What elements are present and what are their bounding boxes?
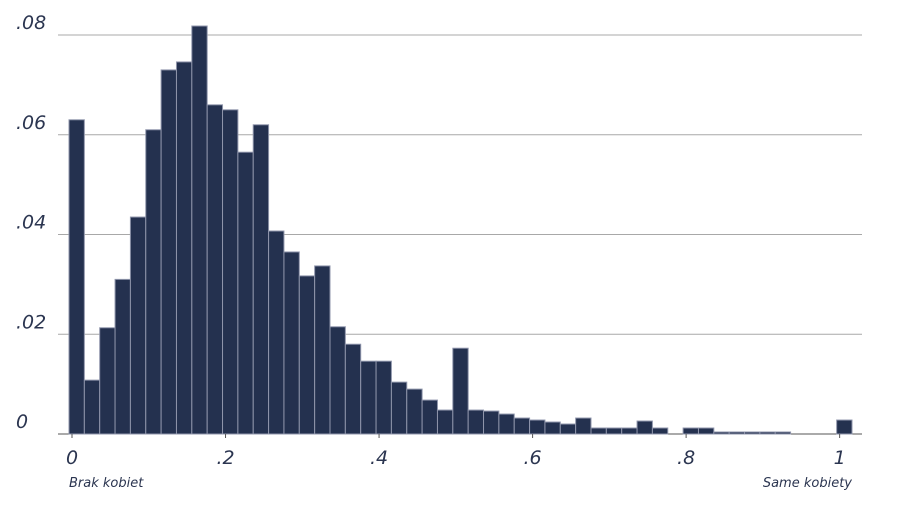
y-tick-label: .04 [16,212,46,234]
bar [728,431,746,435]
bar [83,379,101,435]
bar [759,431,776,435]
x-tick-label: .6 [524,447,542,469]
y-tick-label: .02 [16,311,46,333]
bar [344,343,362,435]
bar [114,278,131,435]
y-tick-label: .08 [16,12,46,34]
bar [744,431,761,435]
bar [298,275,316,435]
bar [559,423,577,435]
bar [697,427,715,435]
bar [99,327,116,435]
bar [160,69,177,435]
bar [191,25,208,435]
bar [483,410,500,435]
bar [575,417,592,435]
bar [682,427,699,435]
bar [283,251,300,435]
bar [252,124,270,435]
bar [206,104,224,435]
bar [836,419,853,435]
bar [129,216,147,435]
x-left-annotation: Brak kobiet [69,476,144,491]
bar [175,61,193,435]
bar [436,409,454,435]
bar [590,427,607,435]
bar [268,230,285,435]
bar [467,409,485,435]
bar [605,427,623,435]
bar [713,431,730,435]
bar [544,421,561,435]
x-tick-label: 1 [834,447,846,469]
bar [452,347,469,435]
bar [390,381,408,435]
bar [360,360,377,435]
y-tick-label: 0 [16,411,28,433]
bar [421,399,438,435]
bar [222,109,239,435]
x-tick-label: .8 [677,447,695,469]
y-tick-label: .06 [16,112,46,134]
bar [68,119,85,435]
x-tick-label: .4 [370,447,388,469]
bar [375,360,392,435]
bar [774,431,792,435]
bar [651,427,669,435]
bar [529,419,546,435]
bar [314,265,331,435]
bar [406,388,423,435]
bar [636,420,653,435]
bar [621,427,638,435]
x-right-annotation: Same kobiety [763,476,852,491]
bar [498,413,515,435]
bar [329,326,346,435]
x-tick-label: .2 [216,447,234,469]
x-tick-label: 0 [66,447,78,469]
bar [513,417,531,435]
bar [145,129,162,435]
bar [237,151,254,435]
